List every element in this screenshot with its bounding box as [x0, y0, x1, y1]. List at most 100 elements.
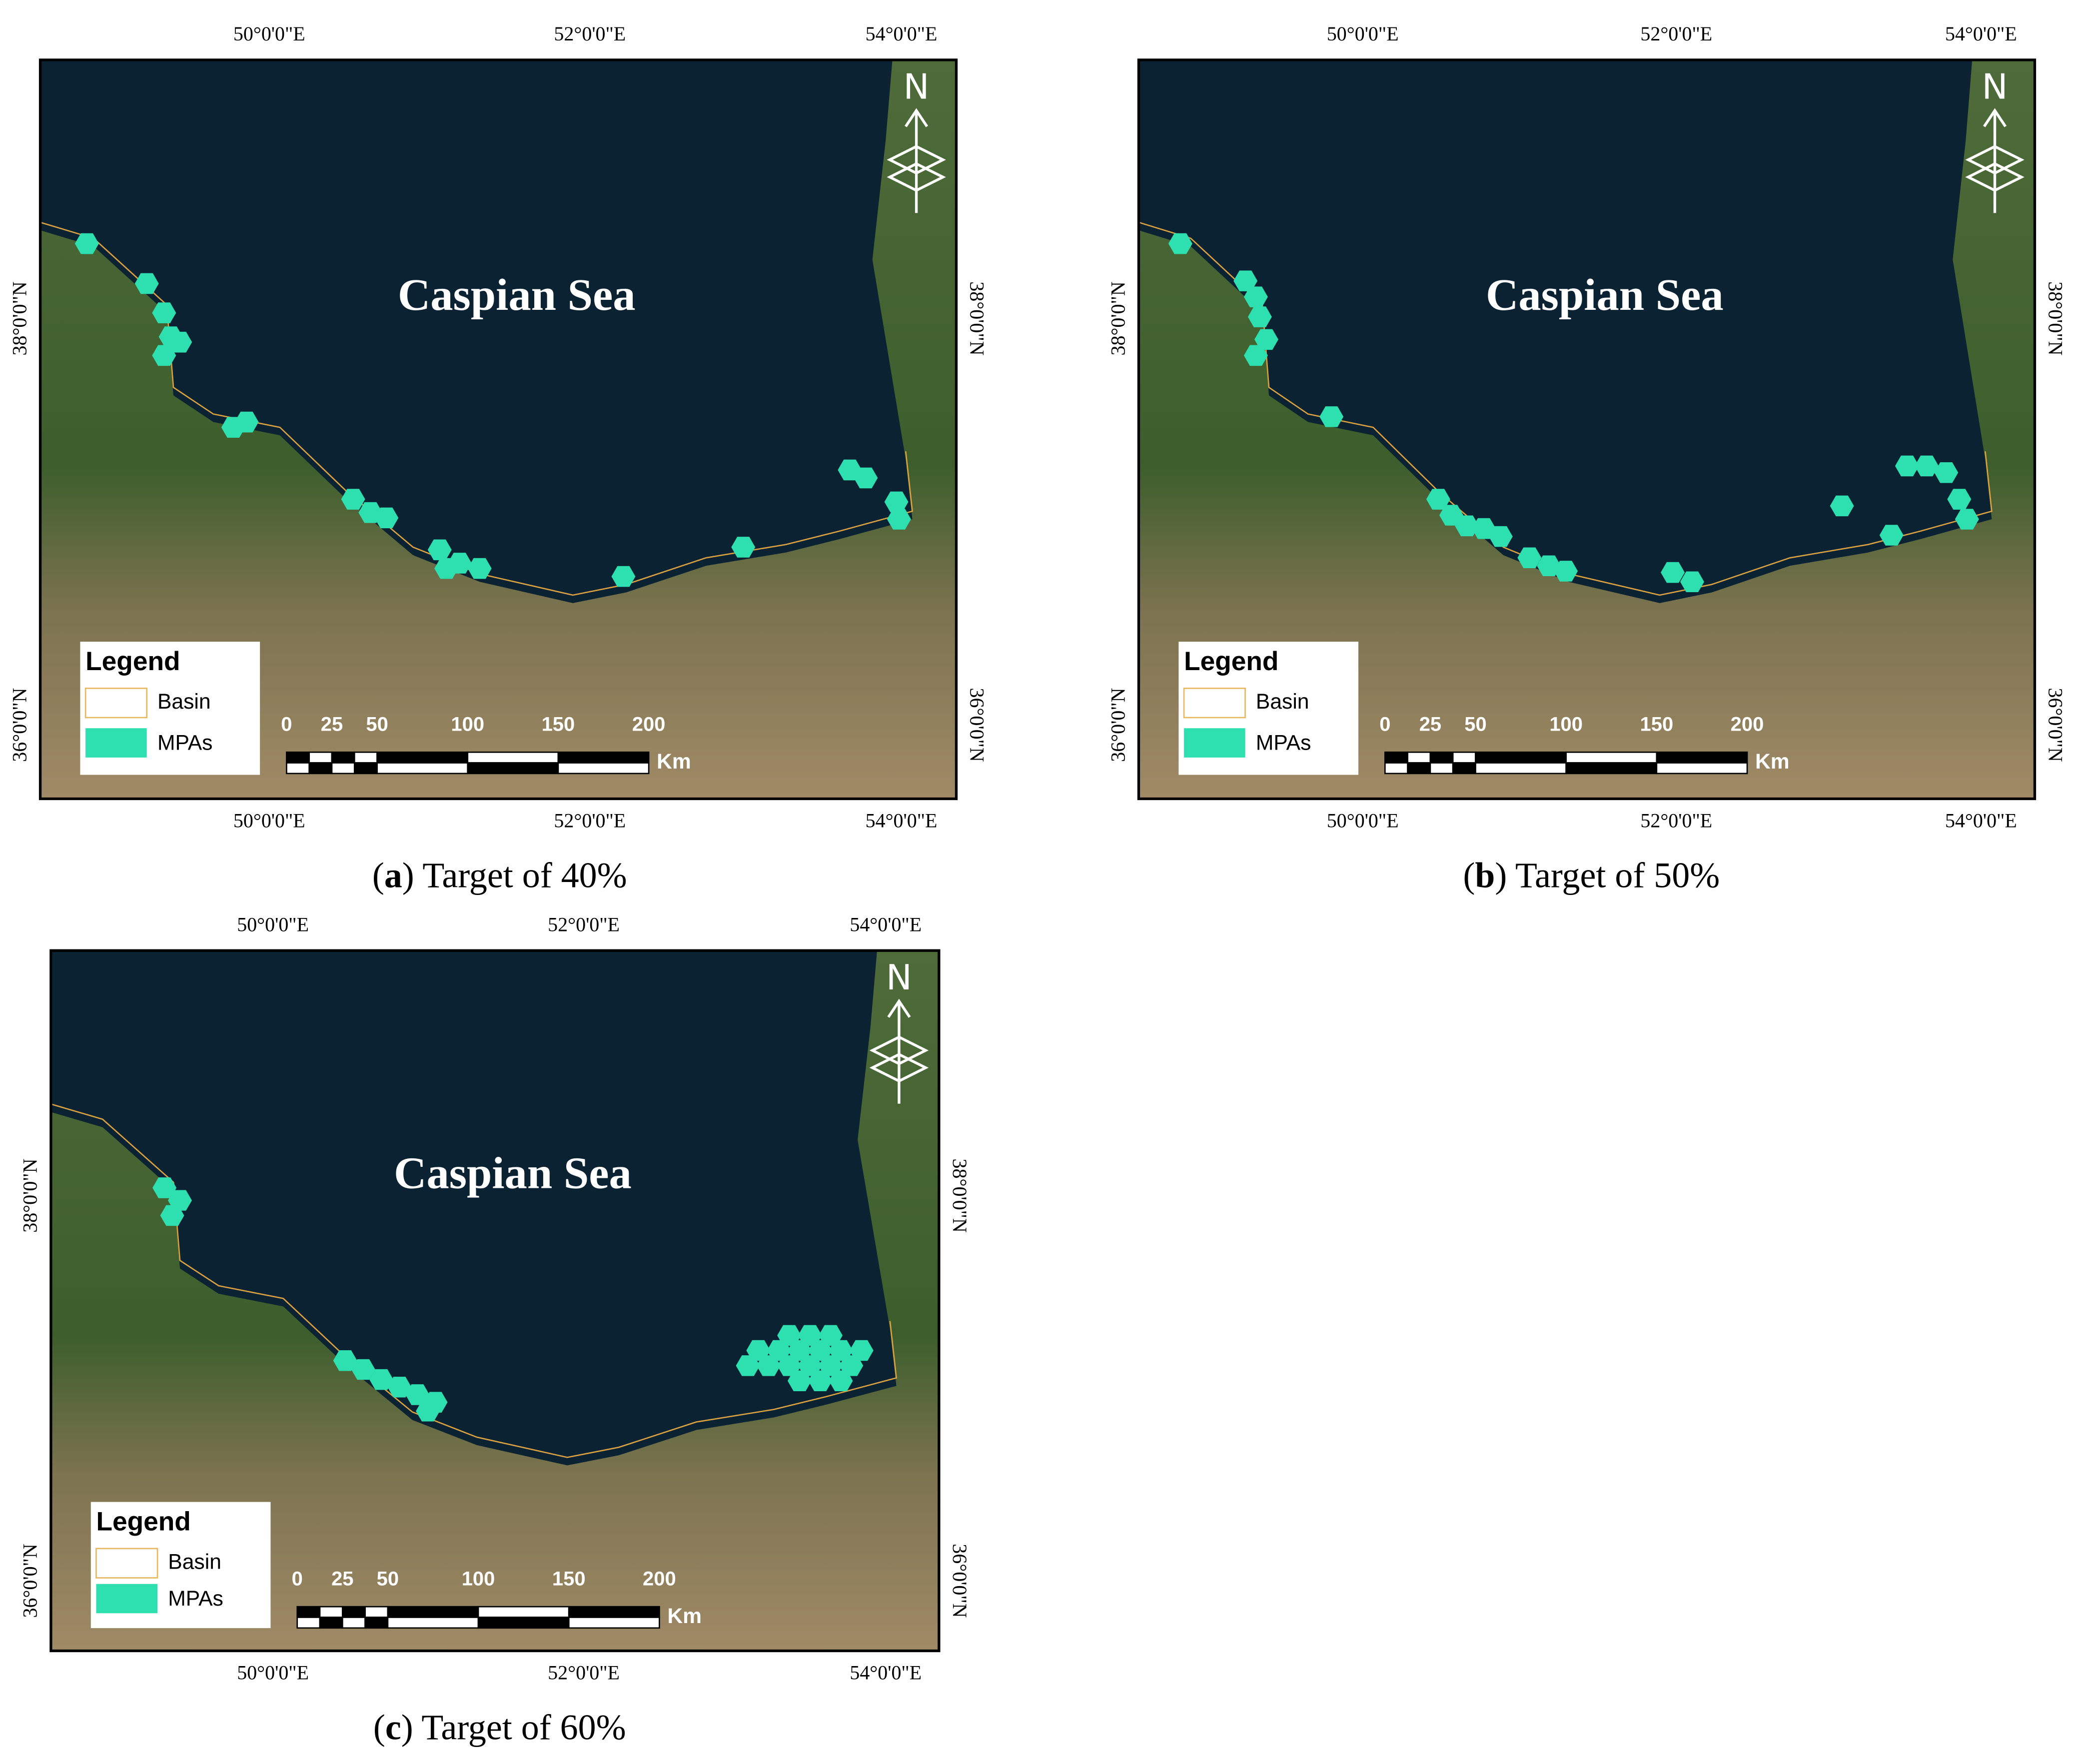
- map-frame: [1137, 58, 2037, 801]
- latitude-label: 38°0'0"N: [1106, 281, 1129, 355]
- caption-part: b: [1475, 855, 1495, 895]
- mpa-cell: [416, 1400, 440, 1422]
- mpa-cell: [1879, 525, 1904, 546]
- latitude-label: 38°0'0"N: [2045, 281, 2067, 355]
- scale-bar-segment: [568, 1617, 660, 1629]
- scale-label: 0: [281, 714, 292, 736]
- map-panel: Caspian Sea N Legend Basin MPAs 0 25 50 100 150 20…: [1137, 58, 2037, 801]
- legend-item: MPAs: [168, 1587, 223, 1611]
- latitude-label: 36°0'0"N: [8, 688, 30, 762]
- mpa-cell: [1243, 345, 1268, 366]
- mpa-cell: [1247, 306, 1272, 327]
- longitude-label: 52°0'0"E: [554, 22, 626, 45]
- mpa-cell: [611, 566, 636, 587]
- sea: [1138, 59, 1992, 603]
- scale-bar-segment: [296, 1606, 321, 1618]
- scale-bar-segment: [1429, 762, 1454, 775]
- mpa-cell: [1554, 561, 1578, 582]
- panel-caption: (b) Target of 50%: [1463, 855, 1720, 895]
- mpa-cell: [434, 558, 459, 579]
- caption-part: (: [372, 855, 384, 895]
- mpa-cell: [854, 467, 878, 489]
- scale-bar-segment: [1565, 751, 1658, 764]
- scale-bar-segment: [557, 751, 650, 764]
- scale-bar-segment: [1407, 751, 1431, 764]
- latitude-label: 38°0'0"N: [8, 281, 30, 355]
- scale-unit: Km: [1755, 750, 1790, 774]
- scale-bar-segment: [467, 762, 559, 775]
- scale-label: 200: [1731, 714, 1764, 736]
- mpa-cell: [1915, 455, 1939, 477]
- scale-label: 25: [331, 1568, 353, 1590]
- mpa-cell: [152, 1177, 177, 1198]
- scale-bar-segment: [1429, 751, 1454, 764]
- longitude-label: 50°0'0"E: [237, 1662, 309, 1684]
- mpa-cell: [1455, 515, 1479, 537]
- mpa-cell: [333, 1350, 357, 1371]
- mpa-cell: [1955, 509, 1979, 530]
- scale-bar-segment: [1656, 751, 1748, 764]
- longitude-label: 50°0'0"E: [237, 913, 309, 935]
- legend: Legend Basin MPAs: [80, 642, 260, 775]
- mpa-cell: [1661, 562, 1685, 583]
- scale-bar-segment: [1475, 762, 1567, 775]
- scale-bar-segment: [296, 1617, 321, 1629]
- scale-label: 50: [366, 714, 388, 736]
- scale-unit: Km: [657, 750, 691, 774]
- scale-label: 0: [292, 1568, 303, 1590]
- scale-bar-segment: [286, 751, 310, 764]
- mpa-cell: [369, 1369, 394, 1390]
- scale-bar-segment: [387, 1606, 479, 1618]
- scale-bar-segment: [341, 1617, 366, 1629]
- legend: Legend Basin MPAs: [90, 1502, 271, 1629]
- legend-item: MPAs: [1256, 731, 1311, 755]
- mpa-cell: [467, 558, 492, 579]
- longitude-label: 54°0'0"E: [1945, 22, 2017, 45]
- map-title: Caspian Sea: [398, 269, 636, 320]
- north-arrow: [869, 998, 929, 1104]
- legend-item: Basin: [157, 690, 211, 714]
- scale-bar-segment: [331, 751, 355, 764]
- scale-label: 200: [632, 714, 666, 736]
- scale-bar-segment: [319, 1617, 343, 1629]
- scale-bar-segment: [376, 762, 469, 775]
- north-label: N: [904, 67, 930, 107]
- mpa-cell: [839, 1355, 864, 1376]
- mpa-cell: [1934, 462, 1959, 483]
- longitude-label: 54°0'0"E: [850, 913, 922, 935]
- mpa-cell: [168, 331, 192, 353]
- longitude-label: 52°0'0"E: [1640, 22, 1712, 45]
- mpa-cell: [341, 489, 365, 510]
- mpa-cell: [152, 302, 176, 323]
- mpa-cell: [351, 1359, 375, 1380]
- sea: [50, 950, 897, 1466]
- latitude-label: 38°0'0"N: [966, 281, 989, 355]
- latitude-label: 36°0'0"N: [949, 1544, 971, 1618]
- scale-bar-segment: [1407, 762, 1431, 775]
- scale-bar-segment: [1656, 762, 1748, 775]
- scale-label: 25: [1419, 714, 1441, 736]
- north-label: N: [886, 958, 912, 998]
- scale-label: 0: [1379, 714, 1390, 736]
- caption-part: ) Target of 40%: [402, 855, 627, 895]
- scale-bar-segment: [341, 1606, 366, 1618]
- map-panel: Caspian Sea N Legend Basin MPAs 0 25 50 100 150 20…: [38, 58, 958, 801]
- mpa-cell: [731, 537, 756, 558]
- scale-bar-segment: [319, 1606, 343, 1618]
- scale-bar-segment: [308, 762, 333, 775]
- scale-bar-segment: [1452, 751, 1476, 764]
- mpa-cell: [1233, 270, 1258, 291]
- caption-part: ) Target of 60%: [401, 1707, 626, 1747]
- map-frame: [38, 58, 958, 801]
- legend: Legend Basin MPAs: [1178, 642, 1359, 775]
- legend-swatch-mpa: [1184, 728, 1245, 758]
- mpa-cell: [1488, 526, 1513, 547]
- latitude-label: 36°0'0"N: [2045, 688, 2067, 762]
- map-panel: Caspian Sea N Legend Basin MPAs 0 25 50 100 150 20…: [49, 949, 941, 1653]
- scale-bar-segment: [477, 1617, 570, 1629]
- longitude-label: 54°0'0"E: [866, 810, 938, 832]
- mpa-cell: [1830, 495, 1854, 517]
- scale-label: 150: [1640, 714, 1674, 736]
- mpa-cell: [1895, 455, 1919, 477]
- scale-bar-segment: [376, 751, 469, 764]
